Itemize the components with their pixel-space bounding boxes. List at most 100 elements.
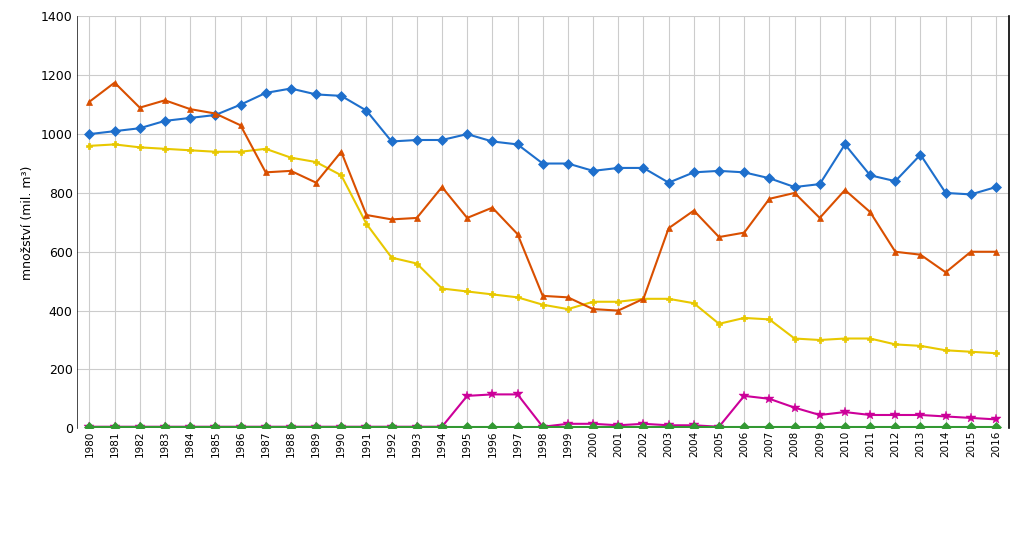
Zemědělství — [688, 423, 700, 430]
Energetika — [965, 249, 977, 255]
Kanalizace pro veř. potř. — [688, 169, 700, 176]
Ostatní (vč. stavebnictví) — [587, 421, 599, 427]
Průmysl (vč. dobývání) — [713, 321, 725, 327]
Zemědělství — [184, 423, 197, 430]
Zemědělství — [411, 423, 423, 430]
Ostatní (vč. stavebnictví) — [990, 416, 1002, 423]
Průmysl (vč. dobývání) — [814, 337, 826, 343]
Energetika — [763, 195, 775, 202]
Ostatní (vč. stavebnictví) — [864, 412, 877, 418]
Kanalizace pro veř. potř. — [285, 85, 297, 92]
Průmysl (vč. dobývání) — [612, 299, 625, 305]
Ostatní (vč. stavebnictví) — [562, 421, 574, 427]
Energetika — [537, 293, 549, 299]
Kanalizace pro veř. potř. — [133, 125, 145, 132]
Ostatní (vč. stavebnictví) — [360, 423, 373, 430]
Ostatní (vč. stavebnictví) — [411, 423, 423, 430]
Kanalizace pro veř. potř. — [788, 184, 801, 191]
Energetika — [234, 122, 247, 128]
Zemědělství — [83, 423, 95, 430]
Průmysl (vč. dobývání) — [486, 291, 499, 298]
Kanalizace pro veř. potř. — [385, 138, 397, 145]
Energetika — [511, 231, 523, 237]
Kanalizace pro veř. potř. — [990, 184, 1002, 191]
Kanalizace pro veř. potř. — [486, 138, 499, 145]
Kanalizace pro veř. potř. — [738, 169, 751, 176]
Kanalizace pro veř. potř. — [310, 91, 323, 98]
Průmysl (vč. dobývání) — [763, 316, 775, 323]
Energetika — [788, 189, 801, 196]
Energetika — [562, 294, 574, 301]
Zemědělství — [461, 423, 473, 430]
Kanalizace pro veř. potř. — [537, 160, 549, 167]
Kanalizace pro veř. potř. — [637, 165, 649, 171]
Ostatní (vč. stavebnictví) — [209, 423, 221, 430]
Kanalizace pro veř. potř. — [587, 167, 599, 174]
Zemědělství — [814, 423, 826, 430]
Kanalizace pro veř. potř. — [612, 165, 625, 171]
Zemědělství — [335, 423, 347, 430]
Zemědělství — [864, 423, 877, 430]
Energetika — [461, 215, 473, 221]
Kanalizace pro veř. potř. — [713, 167, 725, 174]
Zemědělství — [940, 423, 952, 430]
Ostatní (vč. stavebnictví) — [133, 423, 145, 430]
Ostatní (vč. stavebnictví) — [965, 414, 977, 421]
Průmysl (vč. dobývání) — [234, 148, 247, 155]
Kanalizace pro veř. potř. — [663, 180, 675, 186]
Line: Kanalizace pro veř. potř.: Kanalizace pro veř. potř. — [86, 85, 999, 198]
Zemědělství — [788, 423, 801, 430]
Energetika — [184, 106, 197, 113]
Energetika — [839, 187, 851, 193]
Kanalizace pro veř. potř. — [436, 137, 449, 143]
Kanalizace pro veř. potř. — [259, 89, 271, 96]
Energetika — [990, 249, 1002, 255]
Průmysl (vč. dobývání) — [360, 221, 373, 227]
Energetika — [738, 229, 751, 236]
Line: Energetika: Energetika — [86, 79, 999, 314]
Zemědělství — [209, 423, 221, 430]
Energetika — [940, 269, 952, 276]
Zemědělství — [133, 423, 145, 430]
Zemědělství — [612, 423, 625, 430]
Zemědělství — [436, 423, 449, 430]
Zemědělství — [713, 423, 725, 430]
Energetika — [335, 148, 347, 155]
Zemědělství — [159, 423, 171, 430]
Line: Průmysl (vč. dobývání): Průmysl (vč. dobývání) — [86, 141, 999, 357]
Průmysl (vč. dobývání) — [965, 349, 977, 355]
Zemědělství — [587, 423, 599, 430]
Ostatní (vč. stavebnictví) — [461, 393, 473, 399]
Ostatní (vč. stavebnictví) — [335, 423, 347, 430]
Zemědělství — [537, 423, 549, 430]
Line: Zemědělství: Zemědělství — [86, 423, 999, 430]
Kanalizace pro veř. potř. — [864, 172, 877, 178]
Průmysl (vč. dobývání) — [587, 299, 599, 305]
Průmysl (vč. dobývání) — [184, 147, 197, 154]
Energetika — [486, 204, 499, 211]
Energetika — [612, 307, 625, 314]
Energetika — [914, 251, 927, 258]
Zemědělství — [109, 423, 121, 430]
Kanalizace pro veř. potř. — [839, 141, 851, 148]
Zemědělství — [285, 423, 297, 430]
Zemědělství — [663, 423, 675, 430]
Kanalizace pro veř. potř. — [159, 117, 171, 124]
Energetika — [83, 98, 95, 105]
Zemědělství — [385, 423, 397, 430]
Průmysl (vč. dobývání) — [788, 335, 801, 342]
Zemědělství — [990, 423, 1002, 430]
Průmysl (vč. dobývání) — [914, 343, 927, 349]
Kanalizace pro veř. potř. — [914, 152, 927, 158]
Průmysl (vč. dobývání) — [159, 145, 171, 152]
Průmysl (vč. dobývání) — [436, 285, 449, 292]
Energetika — [310, 180, 323, 186]
Kanalizace pro veř. potř. — [511, 141, 523, 148]
Ostatní (vč. stavebnictví) — [109, 423, 121, 430]
Zemědělství — [310, 423, 323, 430]
Energetika — [814, 215, 826, 221]
Ostatní (vč. stavebnictví) — [184, 423, 197, 430]
Line: Ostatní (vč. stavebnictví): Ostatní (vč. stavebnictví) — [85, 390, 1000, 432]
Průmysl (vč. dobývání) — [259, 145, 271, 152]
Zemědělství — [259, 423, 271, 430]
